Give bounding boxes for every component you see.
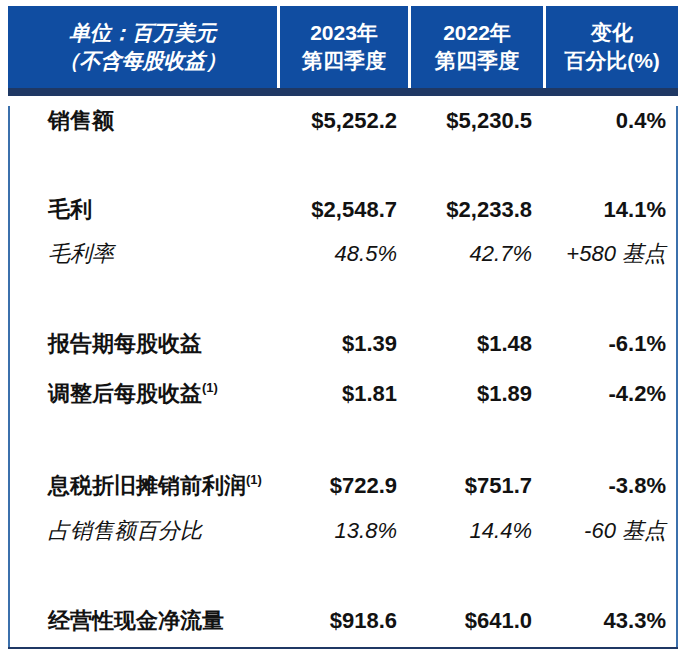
header-cell-q4-2023: 2023年 第四季度 (277, 6, 408, 88)
value-change: -60 基点 (543, 516, 676, 546)
value-q4-2022: $751.7 (408, 473, 543, 499)
q4-2022-line1: 2022年 (443, 19, 511, 47)
value-q4-2023: 48.5% (277, 241, 408, 267)
value-change: -4.2% (543, 381, 676, 407)
value-q4-2023: $1.39 (277, 331, 408, 357)
change-pct-line1: 变化 (591, 19, 633, 47)
value-q4-2022: $5,230.5 (408, 108, 543, 134)
header-cell-units: 单位：百万美元 （不含每股收益） (8, 6, 277, 88)
table-row-sales: 销售额 $5,252.2 $5,230.5 0.4% (10, 106, 676, 134)
footnote-marker: (1) (202, 380, 218, 395)
value-change: +580 基点 (543, 239, 676, 269)
q4-2023-line1: 2023年 (310, 19, 378, 47)
row-label: 息税折旧摊销前利润(1) (10, 471, 277, 501)
table-row-gross-margin: 毛利率 48.5% 42.7% +580 基点 (10, 239, 676, 267)
header-bottom-divider (8, 88, 678, 96)
value-q4-2023: $1.81 (277, 381, 408, 407)
quarterly-results-table: 单位：百万美元 （不含每股收益） 2023年 第四季度 2022年 第四季度 变… (8, 6, 678, 649)
value-q4-2022: $1.48 (408, 331, 543, 357)
financial-results-sheet: 单位：百万美元 （不含每股收益） 2023年 第四季度 2022年 第四季度 变… (0, 0, 685, 649)
row-label: 占销售额百分比 (10, 516, 277, 546)
header-cell-change-pct: 变化 百分比(%) (543, 6, 678, 88)
table-row-pct-of-sales: 占销售额百分比 13.8% 14.4% -60 基点 (10, 516, 676, 544)
value-change: -6.1% (543, 331, 676, 357)
table-row-gross-profit: 毛利 $2,548.7 $2,233.8 14.1% (10, 195, 676, 223)
table-body: 销售额 $5,252.2 $5,230.5 0.4% 毛利 $2,548.7 $… (8, 106, 678, 647)
row-label: 毛利率 (10, 239, 277, 269)
value-change: 43.3% (543, 608, 676, 634)
row-label: 销售额 (10, 106, 277, 136)
value-q4-2023: $722.9 (277, 473, 408, 499)
row-label: 毛利 (10, 195, 277, 225)
table-row-ebitda: 息税折旧摊销前利润(1) $722.9 $751.7 -3.8% (10, 471, 676, 499)
row-label: 调整后每股收益(1) (10, 379, 277, 409)
table-row-adjusted-eps: 调整后每股收益(1) $1.81 $1.89 -4.2% (10, 379, 676, 407)
value-q4-2022: $1.89 (408, 381, 543, 407)
units-line1: 单位：百万美元 (69, 19, 216, 47)
table-row-operating-cash-flow: 经营性现金净流量 $918.6 $641.0 43.3% (10, 606, 676, 634)
header-cell-q4-2022: 2022年 第四季度 (408, 6, 543, 88)
value-q4-2022: $2,233.8 (408, 197, 543, 223)
footnote-marker: (1) (246, 472, 262, 487)
value-q4-2022: 14.4% (408, 518, 543, 544)
row-label: 报告期每股收益 (10, 329, 277, 359)
value-q4-2023: $918.6 (277, 608, 408, 634)
value-q4-2023: 13.8% (277, 518, 408, 544)
value-change: -3.8% (543, 473, 676, 499)
table-header-row: 单位：百万美元 （不含每股收益） 2023年 第四季度 2022年 第四季度 变… (8, 6, 678, 88)
q4-2022-line2: 第四季度 (435, 47, 519, 75)
value-change: 0.4% (543, 108, 676, 134)
value-q4-2023: $5,252.2 (277, 108, 408, 134)
value-q4-2023: $2,548.7 (277, 197, 408, 223)
q4-2023-line2: 第四季度 (302, 47, 386, 75)
value-change: 14.1% (543, 197, 676, 223)
table-row-reported-eps: 报告期每股收益 $1.39 $1.48 -6.1% (10, 329, 676, 357)
units-line2: （不含每股收益） (59, 47, 227, 75)
row-label: 经营性现金净流量 (10, 606, 277, 636)
value-q4-2022: 42.7% (408, 241, 543, 267)
change-pct-line2: 百分比(%) (564, 47, 660, 75)
value-q4-2022: $641.0 (408, 608, 543, 634)
